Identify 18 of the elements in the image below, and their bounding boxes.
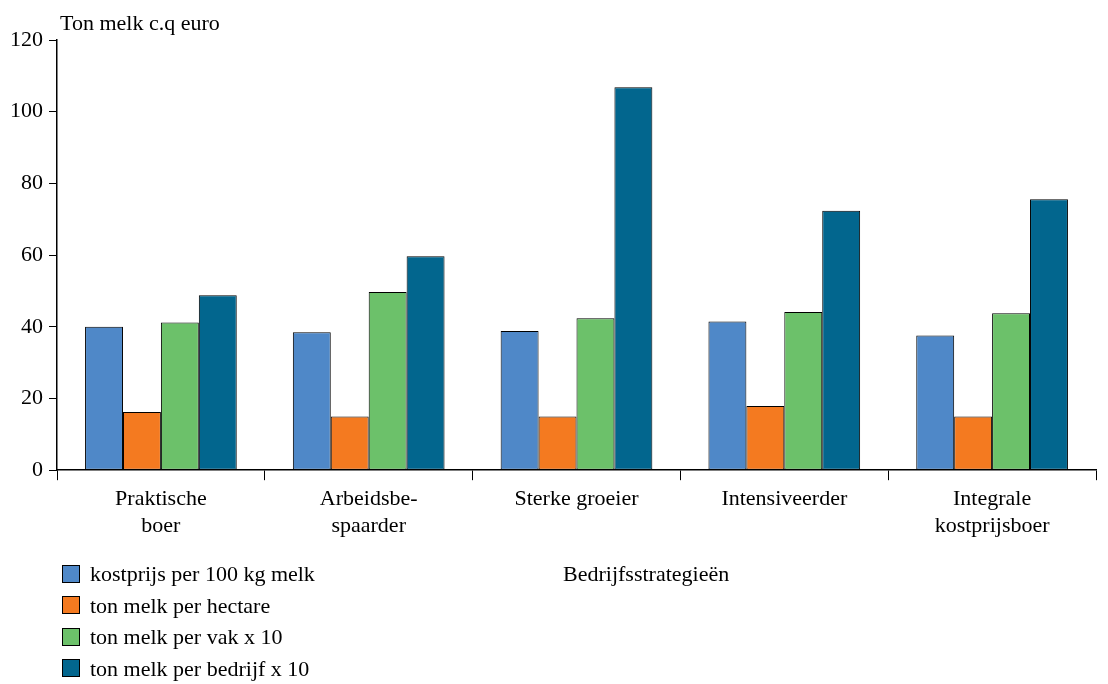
y-tick-label: 80	[21, 169, 43, 195]
y-tick-label: 120	[10, 25, 43, 51]
legend-label: ton melk per vak x 10	[90, 623, 283, 651]
y-tick-label: 60	[21, 240, 43, 266]
x-axis-title: Bedrijfsstrategieën	[563, 560, 730, 588]
legend-label: kostprijs per 100 kg melk	[90, 560, 315, 588]
y-tick-label: 20	[21, 384, 43, 410]
x-tick-label: Integrale kostprijsboer	[934, 485, 1051, 537]
x-tick-label: Praktische boer	[115, 485, 207, 537]
legend-label: ton melk per bedrijf x 10	[90, 654, 310, 683]
x-tick-label: Arbeidsbe- spaarder	[319, 485, 418, 537]
legend-label: ton melk per hectare	[90, 591, 271, 620]
y-tick-label: 100	[10, 97, 43, 123]
y-tick-label: 40	[21, 312, 43, 338]
x-tick-label: Intensiveerder	[721, 485, 848, 511]
y-tick-label: 0	[32, 455, 43, 481]
y-axis-title: Ton melk c.q euro	[60, 10, 220, 35]
x-tick-label: Sterke groeier	[514, 485, 640, 511]
